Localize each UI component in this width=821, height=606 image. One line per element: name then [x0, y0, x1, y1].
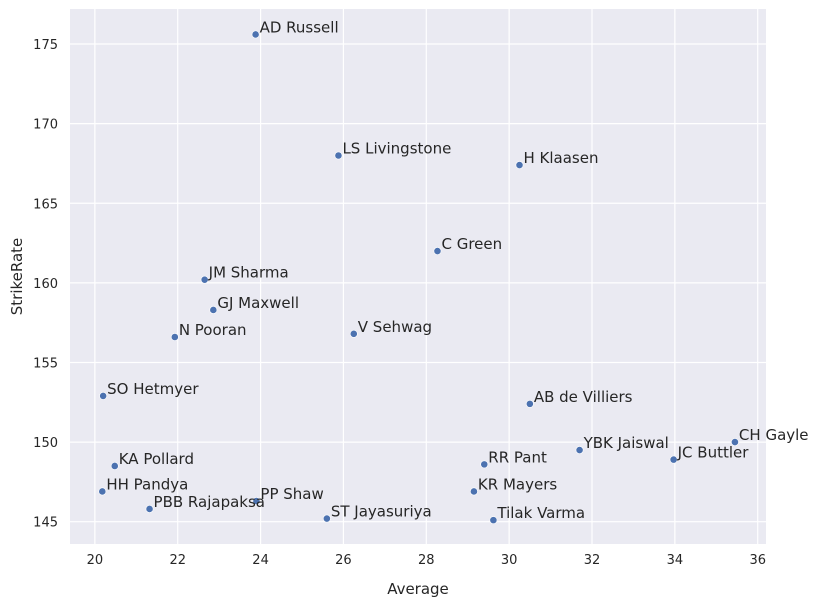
- point-label: PBB Rajapaksa: [154, 493, 265, 511]
- point-label: ST Jayasuriya: [331, 503, 432, 521]
- point-label: Tilak Varma: [496, 504, 585, 522]
- data-point: [349, 329, 358, 338]
- x-axis-label: Average: [387, 580, 449, 598]
- point-label: GJ Maxwell: [217, 294, 299, 312]
- y-tick-label: 155: [33, 356, 58, 371]
- data-point: [480, 460, 489, 469]
- y-tick-label: 160: [33, 277, 58, 292]
- y-axis: 145 150 155 160 165 170 175: [33, 38, 58, 531]
- point-label: KA Pollard: [119, 450, 194, 468]
- x-tick-label: 26: [335, 553, 352, 568]
- point-label: AD Russell: [260, 18, 339, 36]
- point-label: AB de Villiers: [534, 388, 633, 406]
- data-point: [251, 30, 260, 39]
- point-label: CH Gayle: [739, 426, 809, 444]
- point-label: N Pooran: [179, 321, 247, 339]
- point-label: YBK Jaiswal: [583, 434, 669, 452]
- data-point: [322, 514, 331, 523]
- y-tick-label: 150: [33, 436, 58, 451]
- y-tick-label: 170: [33, 118, 58, 133]
- point-label: C Green: [441, 235, 502, 253]
- data-point: [200, 275, 209, 284]
- x-tick-label: 22: [169, 553, 186, 568]
- plot-area: [70, 9, 766, 544]
- data-point: [525, 399, 534, 408]
- point-label: HH Pandya: [106, 475, 188, 493]
- y-tick-label: 175: [33, 38, 58, 53]
- x-axis: 20 22 24 26 28 30 32 34 36: [87, 553, 766, 568]
- data-point: [99, 392, 108, 400]
- point-label: JC Buttler: [677, 444, 750, 462]
- x-tick-label: 30: [501, 553, 518, 568]
- point-label: LS Livingstone: [342, 139, 451, 157]
- x-tick-label: 32: [584, 553, 601, 568]
- point-label: JM Sharma: [208, 264, 289, 282]
- data-point: [170, 333, 179, 341]
- y-axis-label: StrikeRate: [8, 238, 26, 316]
- y-tick-label: 165: [33, 197, 58, 212]
- x-tick-label: 36: [749, 553, 766, 568]
- data-point: [575, 446, 584, 454]
- data-points: [98, 30, 739, 525]
- point-label: KR Mayers: [478, 475, 557, 493]
- data-point: [110, 462, 119, 470]
- y-tick-label: 145: [33, 516, 58, 531]
- data-point: [252, 497, 261, 505]
- x-tick-label: 28: [418, 553, 435, 568]
- point-label: SO Hetmyer: [107, 380, 199, 398]
- data-point: [98, 487, 107, 496]
- data-point: [669, 455, 678, 464]
- data-point: [209, 306, 218, 314]
- point-label: V Sehwag: [358, 318, 432, 336]
- data-point: [731, 438, 739, 446]
- x-tick-label: 20: [87, 553, 104, 568]
- data-point: [470, 487, 478, 496]
- x-tick-label: 34: [667, 553, 684, 568]
- data-point: [145, 505, 154, 513]
- point-labels: AD Russell LS Livingstone H Klaasen C Green…: [106, 18, 808, 522]
- data-point: [334, 151, 343, 160]
- point-label: H Klaasen: [524, 149, 599, 167]
- data-point: [433, 247, 442, 255]
- data-point: [515, 161, 524, 169]
- x-tick-label: 24: [252, 553, 269, 568]
- data-point: [489, 516, 498, 525]
- grid: [70, 9, 766, 544]
- point-label: RR Pant: [488, 448, 547, 466]
- point-label: PP Shaw: [260, 485, 323, 503]
